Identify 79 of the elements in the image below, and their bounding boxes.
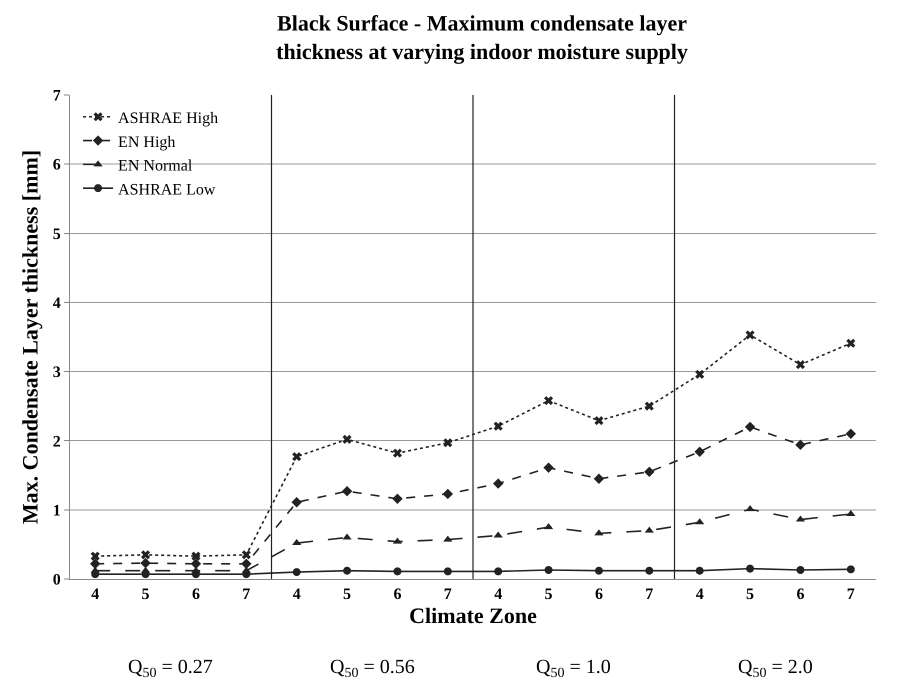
point [645,566,654,575]
point [796,360,805,370]
point [846,428,856,439]
y-tick-label: 5 [52,226,61,243]
y-tick-label: 7 [52,88,61,105]
x-tick-label: 6 [192,586,200,604]
point [644,466,655,478]
y-tick-label: 2 [52,433,61,450]
point [191,552,200,561]
y-tick-label: 1 [52,502,61,520]
text: Q$_{50}$ = 1.0 [536,656,611,679]
x-tick-label: 7 [444,586,452,604]
legend-label: ASHRAE High [118,110,218,127]
x-tick-label: 4 [292,586,301,604]
point [594,566,603,575]
point [544,396,554,406]
y-tick-label: 0 [52,572,61,589]
point [744,422,756,432]
point [242,550,251,560]
chart-title: Black Surface - Maximum condensate layer thickness at varying indoor moisture supply [276,10,688,64]
point [393,567,402,576]
point [291,497,302,508]
point [443,438,452,448]
point [342,486,352,496]
x-tick-label: 5 [343,586,352,604]
x-tick-label: 4 [494,586,502,604]
point [696,566,704,575]
point [795,440,806,450]
point [444,567,452,576]
point [392,448,402,458]
point [494,422,503,431]
point [494,567,502,576]
x-tick-label: 6 [594,586,603,604]
y-axis-title: Max. Condensate Layer thickness [mm] [18,150,43,524]
x-tick-label: 5 [746,586,754,604]
point [594,416,604,426]
point [292,452,302,462]
point [141,550,150,560]
point [241,558,252,569]
point [190,558,202,569]
point [594,474,604,484]
point [342,434,352,444]
point [644,402,654,411]
point [543,462,554,473]
point [846,338,856,348]
point [90,552,100,561]
x-tick-label: 7 [645,586,654,604]
point [392,494,403,504]
point [694,446,705,457]
y-tick-label: 6 [52,156,61,174]
text: Q$_{50}$ = 2.0 [738,656,813,679]
point [544,566,553,574]
x-tick-label: 4 [696,586,704,604]
text: Q$_{50}$ = 0.56 [330,656,415,679]
legend-label: EN High [118,134,176,151]
x-tick-label: 6 [796,586,804,604]
point [442,488,454,500]
x-tick-label: 5 [142,586,150,604]
x-tick-label: 7 [846,586,855,604]
point [846,565,855,574]
point [695,370,704,379]
text: Q$_{50}$ = 0.27 [128,656,213,679]
point [746,330,755,340]
legend-label: ASHRAE Low [118,181,216,198]
point [343,566,352,575]
point [492,478,504,489]
y-tick-label: 3 [52,364,61,382]
x-tick-label: 4 [91,586,100,604]
point [140,558,151,568]
y-tick-label: 4 [52,295,61,312]
point [292,568,301,576]
point [796,566,804,574]
legend-label: EN Normal [118,158,193,175]
x-tick-label: 6 [393,586,402,604]
x-axis-title: Climate Zone [409,603,538,628]
x-tick-label: 5 [544,586,553,604]
point [746,564,754,573]
x-tick-label: 7 [242,586,250,604]
point [90,558,100,569]
